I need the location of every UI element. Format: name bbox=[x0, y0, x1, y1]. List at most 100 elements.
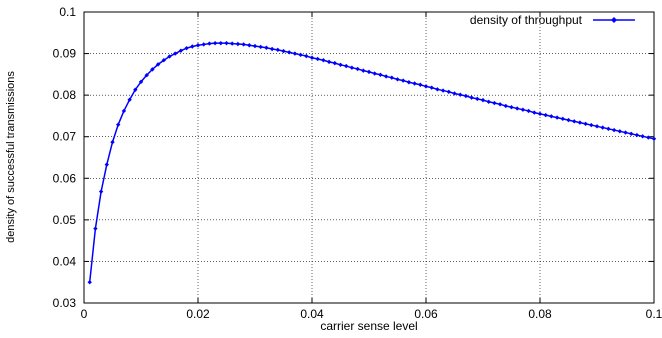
data-point bbox=[355, 66, 360, 72]
y-axis-label: density of successful transmissions bbox=[5, 71, 17, 243]
data-point bbox=[218, 40, 223, 46]
data-point bbox=[161, 58, 166, 63]
data-point bbox=[577, 120, 583, 125]
data-point bbox=[606, 126, 611, 132]
data-point bbox=[634, 132, 640, 138]
x-tick-label: 0 bbox=[81, 307, 88, 321]
data-point bbox=[537, 111, 543, 117]
data-point bbox=[383, 74, 389, 79]
data-point bbox=[611, 127, 617, 133]
legend-marker-series-1 bbox=[611, 17, 617, 23]
data-point bbox=[623, 130, 628, 135]
data-point bbox=[133, 87, 138, 92]
x-tick-label: 0.04 bbox=[300, 307, 324, 321]
data-point bbox=[503, 103, 508, 109]
data-point bbox=[543, 112, 548, 118]
data-point bbox=[104, 162, 109, 167]
data-point bbox=[549, 114, 554, 119]
data-point bbox=[452, 91, 457, 96]
data-point bbox=[366, 69, 372, 75]
data-point bbox=[372, 71, 377, 76]
data-point bbox=[617, 129, 622, 134]
x-tick-label: 0.1 bbox=[646, 307, 662, 321]
y-tick-label: 0.05 bbox=[53, 213, 77, 227]
data-point bbox=[201, 42, 206, 47]
data-point bbox=[155, 62, 161, 67]
data-point bbox=[412, 81, 417, 86]
data-point bbox=[173, 51, 178, 56]
data-point bbox=[110, 139, 115, 145]
x-tick-label: 0.08 bbox=[528, 307, 552, 321]
data-point bbox=[566, 117, 571, 123]
data-point bbox=[469, 95, 474, 100]
data-point bbox=[338, 62, 343, 67]
y-tick-label: 0.08 bbox=[53, 88, 77, 102]
data-point bbox=[127, 97, 132, 102]
data-point bbox=[429, 85, 434, 90]
data-point bbox=[344, 63, 349, 69]
data-point bbox=[281, 48, 286, 54]
data-point bbox=[651, 136, 657, 141]
data-point bbox=[423, 84, 429, 89]
data-point bbox=[589, 122, 594, 128]
data-point bbox=[475, 96, 480, 102]
data-point bbox=[401, 78, 406, 83]
data-point bbox=[315, 56, 320, 62]
legend-label-series-1: density of throughput bbox=[470, 13, 583, 27]
data-point bbox=[509, 104, 514, 110]
data-point bbox=[258, 44, 263, 50]
data-point bbox=[207, 41, 212, 46]
data-point bbox=[583, 121, 588, 127]
data-point bbox=[554, 115, 560, 120]
data-point bbox=[458, 92, 463, 97]
data-point bbox=[435, 87, 440, 92]
data-point bbox=[440, 88, 446, 93]
data-point bbox=[212, 40, 218, 46]
data-point bbox=[116, 122, 121, 127]
data-point bbox=[600, 125, 605, 130]
data-point bbox=[326, 59, 332, 65]
x-axis-label: carrier sense level bbox=[320, 319, 417, 333]
y-tick-label: 0.06 bbox=[53, 171, 77, 185]
data-point bbox=[418, 82, 423, 87]
data-point bbox=[395, 77, 400, 82]
data-point bbox=[121, 108, 127, 114]
data-point bbox=[292, 51, 298, 56]
data-point bbox=[406, 80, 412, 85]
data-point bbox=[287, 50, 292, 55]
data-point bbox=[195, 43, 201, 48]
data-point bbox=[264, 45, 269, 50]
grid bbox=[84, 12, 654, 303]
y-tick-label: 0.1 bbox=[59, 5, 76, 19]
plot-frame bbox=[83, 11, 655, 304]
series-line-1 bbox=[88, 42, 655, 283]
data-point bbox=[446, 89, 451, 95]
data-point bbox=[87, 280, 92, 285]
data-point bbox=[98, 189, 104, 194]
y-tick-label: 0.03 bbox=[53, 296, 77, 310]
data-point bbox=[309, 55, 315, 60]
data-point bbox=[167, 54, 172, 59]
data-point bbox=[304, 53, 309, 59]
data-point bbox=[492, 100, 497, 106]
series-layer bbox=[87, 40, 657, 285]
data-point bbox=[520, 107, 526, 112]
data-point bbox=[150, 67, 155, 72]
data-point bbox=[378, 72, 383, 77]
data-point bbox=[235, 41, 241, 47]
data-point bbox=[463, 93, 469, 99]
data-point bbox=[184, 45, 189, 51]
data-point bbox=[138, 79, 144, 85]
data-point bbox=[224, 40, 229, 46]
data-point bbox=[275, 47, 280, 53]
data-point bbox=[480, 97, 486, 103]
data-point bbox=[515, 106, 520, 111]
data-point bbox=[241, 42, 246, 47]
axis-ticks: 0 0.02 0.04 0.06 0.08 0.1 0.03 0.04 0.05 0.06 0.07… bbox=[53, 5, 662, 321]
y-tick-label: 0.07 bbox=[53, 130, 77, 144]
data-point bbox=[349, 65, 355, 70]
data-point bbox=[230, 41, 235, 46]
data-point bbox=[298, 52, 303, 58]
data-point bbox=[486, 99, 491, 104]
